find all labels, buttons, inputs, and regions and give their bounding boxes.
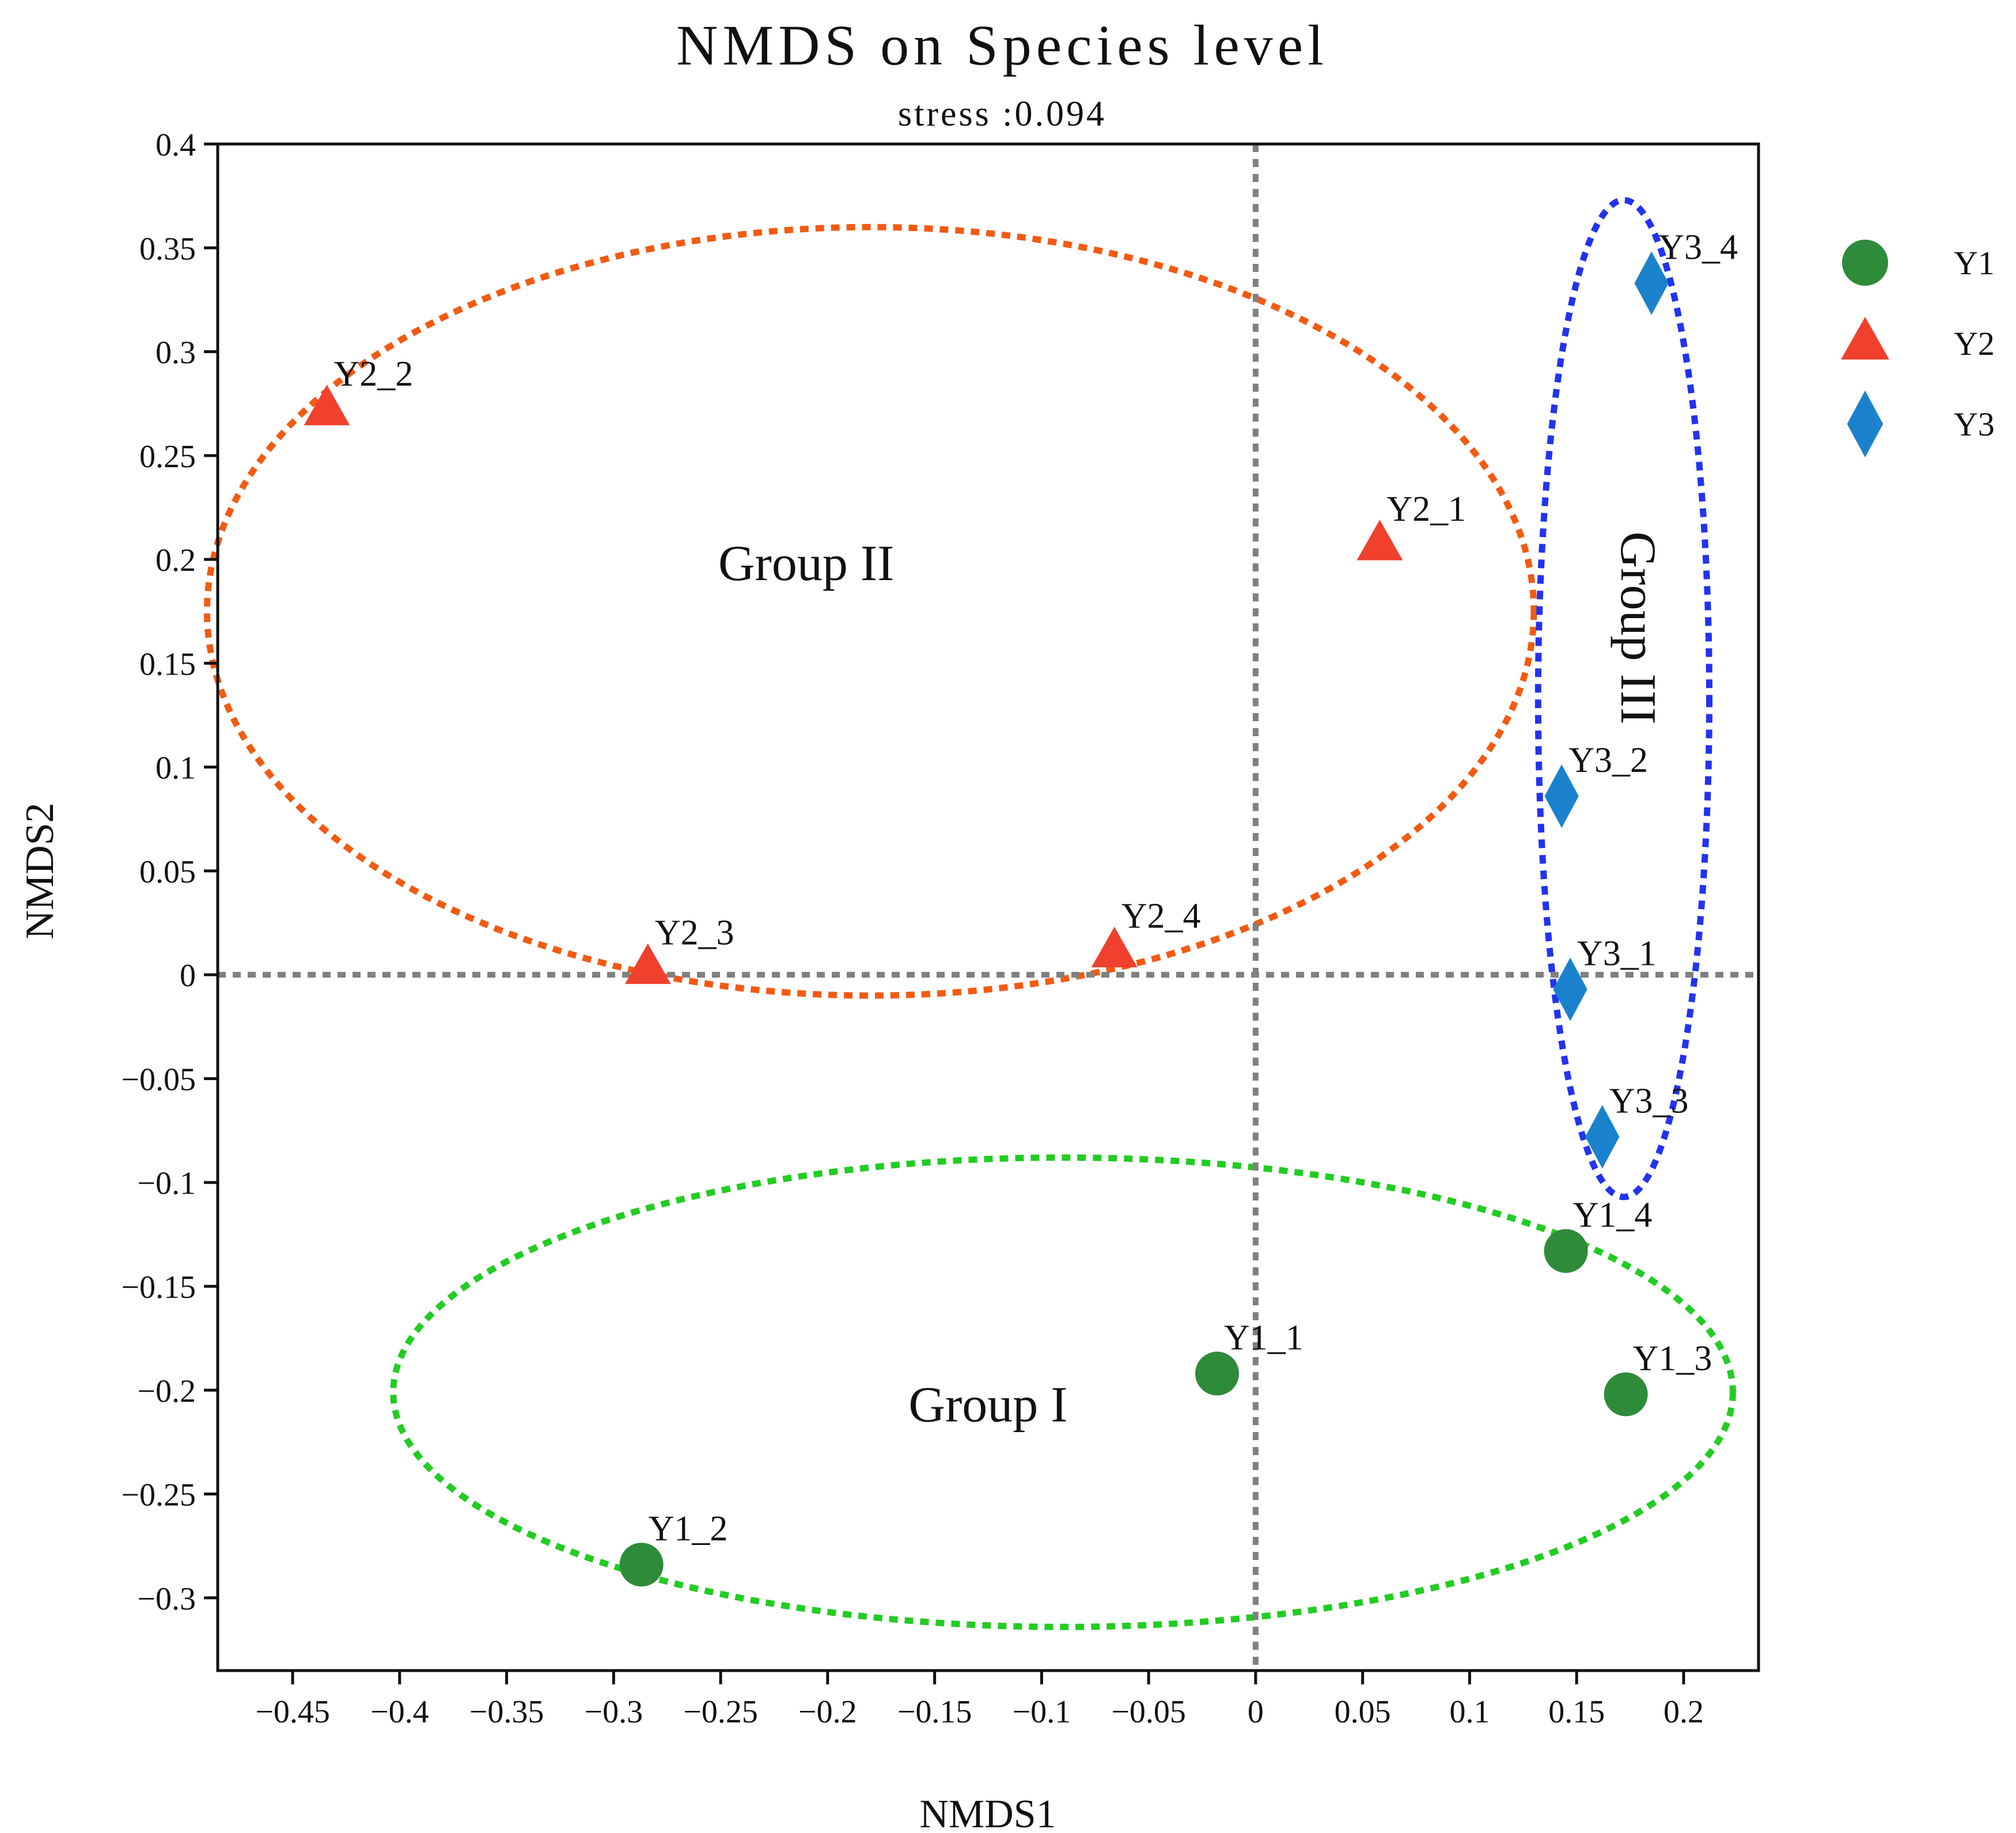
chart-title: NMDS on Species level [676,13,1328,77]
group-label-3: Group III [1610,532,1666,725]
y-tick-label: 0.05 [139,854,196,890]
group-ellipses [203,196,1736,1630]
y-tick-label: 0.15 [139,646,196,682]
point-y1-1 [1195,1351,1240,1396]
point-y1-3 [1604,1372,1648,1417]
point-label: Y1_4 [1573,1196,1653,1235]
x-tick-label: −0.45 [255,1694,330,1730]
legend-label: Y3 [1954,406,1995,443]
point-label: Y2_1 [1386,490,1466,529]
point-label: Y3_4 [1658,228,1738,267]
group-labels: Group I Group II Group III [718,532,1666,1433]
point-y3-4 [1634,251,1669,315]
y-tick-label: 0 [180,958,196,994]
y-tick-label: 0.3 [156,335,196,371]
point-label: Y3_2 [1568,741,1648,780]
y-tick-label: −0.1 [137,1166,196,1202]
y-tick-label: −0.15 [121,1270,196,1305]
y-tick-label: 0.2 [156,543,196,578]
x-tick-label: −0.3 [585,1694,643,1730]
point-y2-1 [1356,520,1403,560]
y-axis: 0.4 0.35 0.3 0.25 0.2 0.15 0.1 0.05 0 −0.05 −0.1 −0… [121,127,218,1617]
y-tick-label: −0.2 [137,1373,196,1409]
y-tick-label: −0.3 [137,1581,196,1617]
x-tick-label: −0.2 [798,1694,857,1730]
x-tick-label: −0.1 [1013,1694,1071,1730]
chart-subtitle: stress :0.094 [898,94,1106,134]
legend-marker-y1 [1842,240,1888,286]
reference-lines [218,144,1759,1671]
group-ellipse-1 [390,1154,1736,1630]
plot-frame [216,142,1760,1672]
point-label: Y1_2 [649,1509,728,1548]
x-axis-title: NMDS1 [919,1792,1056,1833]
point-label: Y2_3 [655,913,734,952]
x-tick-label: −0.15 [897,1694,972,1730]
x-tick-label: −0.05 [1111,1694,1186,1730]
point-y2-3 [624,943,671,984]
legend-label: Y2 [1954,325,1995,362]
y-tick-label: −0.25 [121,1478,196,1513]
data-points: Y1_1 Y1_2 Y1_3 Y1_4 Y2_1 Y2_2 Y2_3 Y2_4 Y3_1 Y3_2… [304,228,1738,1587]
y-tick-label: 0.35 [139,231,196,267]
legend-marker-y3 [1847,391,1884,457]
x-axis: −0.45 −0.4 −0.35 −0.3 −0.25 −0.2 −0.15 −0.1 −0.0… [255,1671,1704,1730]
x-tick-label: −0.4 [370,1694,429,1730]
x-tick-label: 0.2 [1663,1694,1704,1730]
y-tick-label: 0.4 [156,127,196,163]
legend-marker-y2 [1841,317,1889,360]
y-tick-label: −0.05 [121,1062,196,1097]
point-label: Y1_1 [1224,1318,1303,1357]
x-tick-label: 0.1 [1449,1694,1490,1730]
point-y3-2 [1544,764,1579,828]
group-label-1: Group I [908,1377,1067,1433]
point-y1-2 [619,1543,664,1587]
point-y1-4 [1544,1229,1588,1273]
point-label: Y2_2 [334,354,413,393]
x-tick-label: 0.15 [1548,1694,1605,1730]
y-axis-title: NMDS2 [18,802,62,939]
point-y3-3 [1585,1105,1620,1169]
x-tick-label: 0.05 [1335,1694,1391,1730]
group-ellipse-2 [203,224,1537,999]
y-tick-label: 0.1 [156,751,196,786]
point-label: Y1_3 [1633,1339,1712,1378]
group-ellipse-3 [1534,196,1713,1200]
point-label: Y3_1 [1577,934,1657,973]
y-tick-label: 0.25 [139,439,196,475]
group-label-2: Group II [718,536,894,592]
point-y3-1 [1553,957,1587,1021]
legend: Y1 Y2 Y3 [1841,240,1995,457]
point-y2-4 [1091,926,1138,968]
x-tick-label: 0 [1248,1694,1264,1730]
point-label: Y3_3 [1609,1081,1689,1120]
point-label: Y2_4 [1121,897,1201,936]
x-tick-label: −0.25 [683,1694,758,1730]
x-tick-label: −0.35 [469,1694,544,1730]
point-y2-2 [304,384,350,426]
legend-label: Y1 [1954,244,1995,282]
